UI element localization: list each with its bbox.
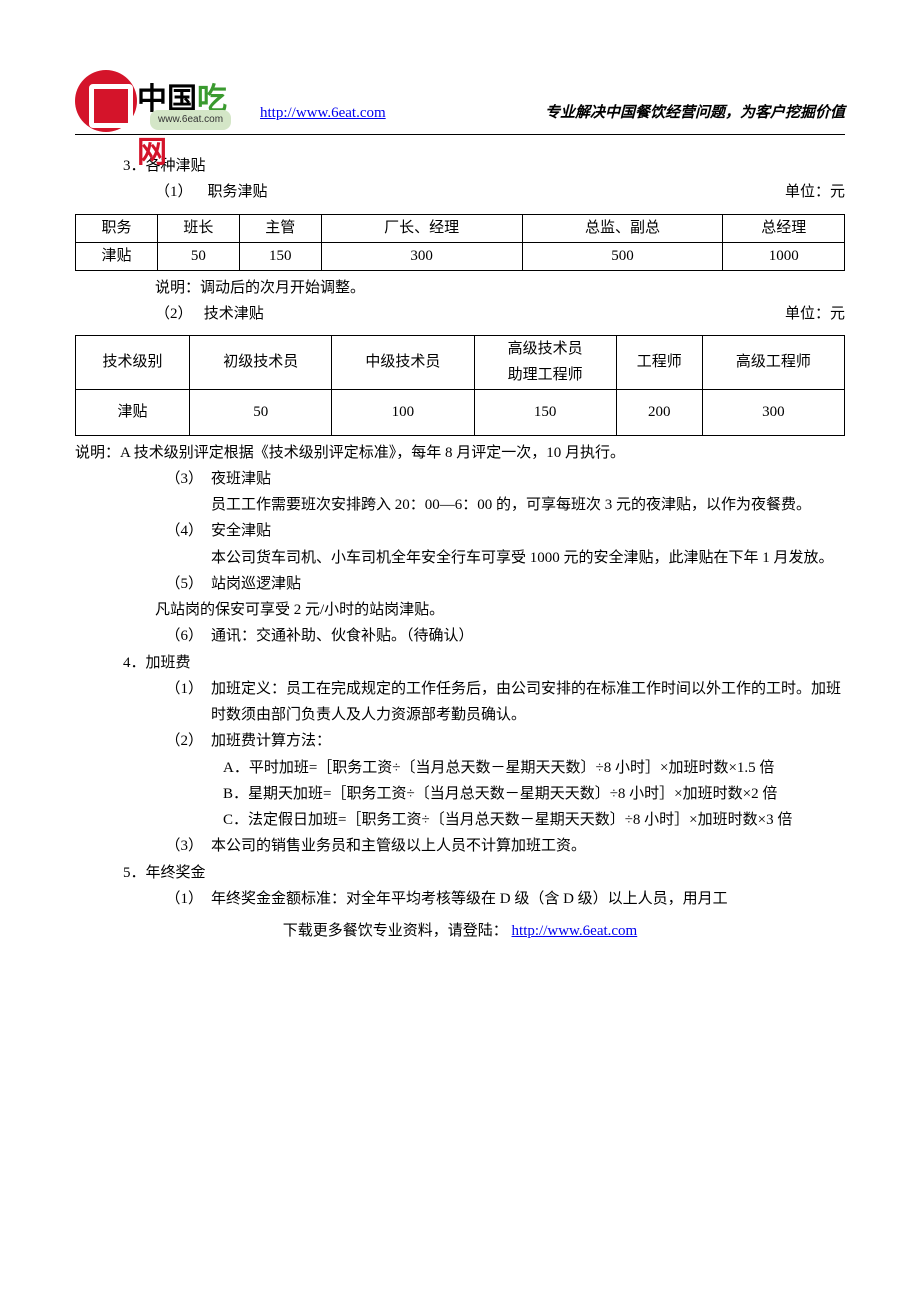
item-body: 本公司货车司机、小车司机全年安全行车可享受 1000 元的安全津贴，此津贴在下年…	[211, 545, 845, 571]
item-3-4-head: （4） 安全津贴	[75, 518, 845, 544]
item-3-3-head: （3） 夜班津贴	[75, 466, 845, 492]
item-body: 年终奖金金额标准：对全年平均考核等级在 D 级（含 D 级）以上人员，用月工	[211, 886, 845, 912]
page-footer: 下载更多餐饮专业资料，请登陆： http://www.6eat.com	[75, 918, 845, 944]
item-body: 加班费计算方法：	[211, 728, 845, 754]
item-num: （1）	[155, 184, 193, 200]
table-cell: 300	[702, 389, 844, 435]
item-num: （4）	[155, 518, 211, 544]
item-4-2-A: A．平时加班=［职务工资÷〔当月总天数－星期天天数〕÷8 小时］×加班时数×1.…	[75, 755, 845, 781]
header-url-link[interactable]: http://www.6eat.com	[260, 100, 386, 132]
table-cell: 总经理	[723, 214, 845, 242]
table-cell: 1000	[723, 242, 845, 270]
item-3-4-body: 本公司货车司机、小车司机全年安全行车可享受 1000 元的安全津贴，此津贴在下年…	[75, 545, 845, 571]
table-cell: 初级技术员	[190, 336, 332, 390]
item-num: （1）	[155, 676, 211, 729]
item-body: 员工工作需要班次安排跨入 20：00—6：00 的，可享每班次 3 元的夜津贴，…	[211, 492, 845, 518]
logo-mark	[75, 70, 137, 132]
table-cell: 主管	[239, 214, 321, 242]
unit-label: 单位：元	[785, 301, 845, 327]
table-cell: 津贴	[76, 389, 190, 435]
table-cell: 50	[190, 389, 332, 435]
table2-note: 说明：A 技术级别评定根据《技术级别评定标准》，每年 8 月评定一次，10 月执…	[75, 440, 845, 466]
item-4-1: （1） 加班定义：员工在完成规定的工作任务后，由公司安排的在标准工作时间以外工作…	[75, 676, 845, 729]
item-label: 夜班津贴	[211, 466, 845, 492]
item-label: 职务津贴	[208, 184, 268, 200]
item-label: 通讯：交通补助、伙食补贴。（待确认）	[211, 623, 845, 649]
table-cell: 200	[616, 389, 702, 435]
page-header: 中国吃网 www.6eat.com http://www.6eat.com 专业…	[75, 70, 845, 135]
item-num: （3）	[155, 466, 211, 492]
table-cell: 班长	[157, 214, 239, 242]
table-cell: 中级技术员	[332, 336, 474, 390]
table-cell: 150	[239, 242, 321, 270]
item-num: （1）	[155, 886, 211, 912]
item-3-5-body: 凡站岗的保安可享受 2 元/小时的站岗津贴。	[75, 597, 845, 623]
item-3-3-body: 员工工作需要班次安排跨入 20：00—6：00 的，可享每班次 3 元的夜津贴，…	[75, 492, 845, 518]
footer-text: 下载更多餐饮专业资料，请登陆：	[283, 923, 508, 939]
table-cell: 100	[332, 389, 474, 435]
position-allowance-table: 职务班长主管厂长、经理总监、副总总经理津贴501503005001000	[75, 214, 845, 271]
table-cell: 总监、副总	[522, 214, 723, 242]
item-body: 加班定义：员工在完成规定的工作任务后，由公司安排的在标准工作时间以外工作的工时。…	[211, 676, 845, 729]
table-cell: 500	[522, 242, 723, 270]
item-4-2: （2） 加班费计算方法：	[75, 728, 845, 754]
table-cell: 津贴	[76, 242, 158, 270]
item-label: 技术津贴	[204, 306, 264, 322]
item-num: （3）	[155, 833, 211, 859]
table-cell: 高级技术员助理工程师	[474, 336, 616, 390]
item-label: 安全津贴	[211, 518, 845, 544]
item-3-6: （6） 通讯：交通补助、伙食补贴。（待确认）	[75, 623, 845, 649]
item-4-3: （3） 本公司的销售业务员和主管级以上人员不计算加班工资。	[75, 833, 845, 859]
header-slogan: 专业解决中国餐饮经营问题，为客户挖掘价值	[545, 100, 845, 132]
table-cell: 300	[321, 242, 522, 270]
item-3-2-row: （2） 技术津贴 单位：元	[75, 301, 845, 327]
item-body: 本公司的销售业务员和主管级以上人员不计算加班工资。	[211, 833, 845, 859]
table-cell: 技术级别	[76, 336, 190, 390]
item-num: （6）	[155, 623, 211, 649]
item-num: （2）	[155, 306, 193, 322]
table1-note: 说明：调动后的次月开始调整。	[75, 275, 845, 301]
item-num: （5）	[155, 571, 211, 597]
section-4-heading: 4．加班费	[75, 650, 845, 676]
table-cell: 高级工程师	[702, 336, 844, 390]
table-cell: 50	[157, 242, 239, 270]
table-cell: 厂长、经理	[321, 214, 522, 242]
item-3-1-row: （1） 职务津贴 单位：元	[75, 179, 845, 205]
item-label: 站岗巡逻津贴	[211, 571, 845, 597]
table-cell: 150	[474, 389, 616, 435]
table-cell: 工程师	[616, 336, 702, 390]
logo-subdomain: www.6eat.com	[150, 110, 231, 130]
item-num: （2）	[155, 728, 211, 754]
item-4-2-C: C．法定假日加班=［职务工资÷〔当月总天数－星期天天数〕÷8 小时］×加班时数×…	[75, 807, 845, 833]
site-logo: 中国吃网 www.6eat.com	[75, 70, 250, 132]
item-4-2-B: B．星期天加班=［职务工资÷〔当月总天数－星期天天数〕÷8 小时］×加班时数×2…	[75, 781, 845, 807]
section-5-heading: 5．年终奖金	[75, 860, 845, 886]
item-5-1: （1） 年终奖金金额标准：对全年平均考核等级在 D 级（含 D 级）以上人员，用…	[75, 886, 845, 912]
item-3-5-head: （5） 站岗巡逻津贴	[75, 571, 845, 597]
tech-allowance-table: 技术级别初级技术员中级技术员高级技术员助理工程师工程师高级工程师津贴501001…	[75, 335, 845, 436]
footer-url-link[interactable]: http://www.6eat.com	[512, 923, 638, 939]
unit-label: 单位：元	[785, 179, 845, 205]
table-cell: 职务	[76, 214, 158, 242]
